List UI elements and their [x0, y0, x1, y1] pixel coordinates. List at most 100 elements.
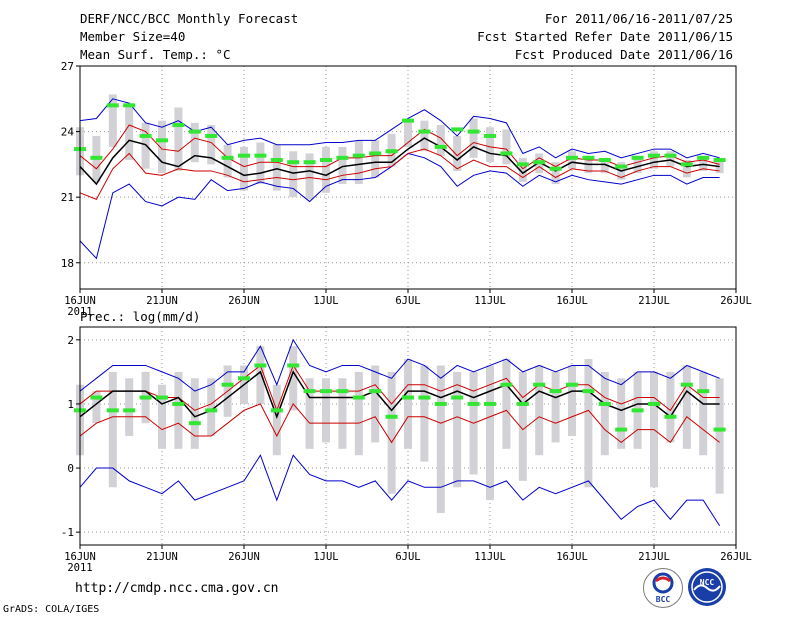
- chart0-box: [404, 118, 412, 147]
- chart0-median-mark: [697, 155, 710, 160]
- chart0-median-mark: [582, 155, 595, 160]
- chart0-box: [256, 142, 265, 185]
- chart0-box: [584, 157, 593, 174]
- chart0-box: [174, 107, 183, 171]
- chart1-plus-sd-line: [79, 364, 720, 412]
- chart1-mean-line: [79, 370, 720, 419]
- produced-date: Fcst Produced Date 2011/06/16: [514, 47, 733, 62]
- chart1-xtick-label: 21JUN: [146, 551, 178, 563]
- chart1-median-mark: [713, 427, 726, 432]
- chart1-median-mark: [320, 389, 332, 394]
- chart1-median-mark: [680, 382, 693, 387]
- chart0-median-mark: [402, 118, 414, 123]
- chart1-box: [715, 378, 724, 494]
- chart1-median-mark: [156, 395, 168, 400]
- chart0-median-mark: [615, 164, 628, 169]
- chart0-box: [453, 135, 462, 171]
- chart0-median-mark: [139, 133, 152, 138]
- chart1-box: [305, 378, 314, 449]
- chart1-minus-sd-line: [79, 403, 720, 444]
- variable-label: Mean Surf. Temp.: °C: [80, 47, 231, 62]
- chart1-box: [699, 371, 708, 456]
- chart1-box: [322, 378, 330, 443]
- chart0-median-mark: [106, 103, 119, 108]
- chart1-median-mark: [369, 389, 382, 394]
- chart0-box: [420, 120, 429, 152]
- chart0-box: [240, 146, 248, 191]
- chart0-median-mark: [205, 133, 218, 138]
- bcc-logo: BCC: [643, 568, 683, 608]
- chart0-xtick-label: 21JUN: [146, 295, 178, 307]
- chart1-median-mark: [172, 401, 185, 406]
- chart1-median-mark: [566, 382, 578, 387]
- chart0-xtick-label: 6JUL: [395, 295, 420, 307]
- chart1-median-mark: [598, 401, 611, 406]
- chart1-median-mark: [631, 408, 644, 413]
- chart0-box: [682, 160, 691, 178]
- chart0-box: [699, 155, 708, 171]
- chart1-xtick-label: 1JUL: [313, 551, 338, 563]
- chart1-median-mark: [434, 401, 447, 406]
- chart1-box: [338, 378, 347, 449]
- chart0-frame: [79, 65, 737, 290]
- chart1-box: [125, 378, 134, 436]
- chart0-box: [158, 120, 166, 174]
- chart0-median-mark: [320, 158, 332, 163]
- chart0-median-mark: [336, 155, 349, 160]
- chart0-median-mark: [221, 155, 234, 160]
- chart1-median-mark: [418, 395, 431, 400]
- chart0-ytick-label: 18: [61, 257, 74, 270]
- chart1-box: [190, 378, 199, 449]
- chart0-median-mark: [713, 158, 726, 163]
- chart0-median-mark: [156, 138, 168, 143]
- chart1-box: [666, 371, 675, 443]
- chart0-xtick-label: 26JUN: [228, 295, 260, 307]
- member-size: Member Size=40: [80, 29, 186, 44]
- chart1-box: [486, 365, 494, 501]
- chart0-median-mark: [516, 162, 529, 167]
- chart1-median-mark: [402, 395, 414, 400]
- chart1-box: [92, 391, 101, 424]
- chart1-xtick-label: 6JUL: [395, 551, 420, 563]
- chart0-box: [469, 118, 478, 158]
- chart0-median-mark: [254, 153, 267, 158]
- chart0-box: [354, 140, 363, 185]
- forecast-period: For 2011/06/16-2011/07/25: [544, 11, 733, 26]
- chart1-box: [207, 378, 216, 436]
- chart1-median-mark: [221, 382, 234, 387]
- chart1-box: [158, 384, 166, 449]
- chart0-median-mark: [90, 155, 103, 160]
- chart1-lower-bound-line: [79, 454, 721, 527]
- chart1-box: [535, 365, 544, 456]
- chart0-xtick-label: 1JUL: [313, 295, 338, 307]
- chart1-median-mark: [106, 408, 119, 413]
- chart1-box: [682, 365, 691, 449]
- chart0-box: [190, 122, 199, 163]
- chart1-median-mark: [123, 408, 136, 413]
- chart0-ytick-label: 27: [61, 60, 74, 73]
- chart0-median-mark: [500, 151, 513, 156]
- chart1-ytick-label: 0: [67, 462, 74, 475]
- chart0-box: [436, 125, 445, 156]
- chart0-median-mark: [484, 133, 496, 138]
- chart0-box: [207, 125, 216, 165]
- chart1-box: [436, 365, 445, 513]
- chart1-box: [354, 371, 363, 456]
- chart1-box: [568, 365, 576, 436]
- chart0-median-mark: [549, 166, 562, 171]
- source-url[interactable]: http://cmdp.ncc.cma.gov.cn: [75, 581, 279, 596]
- chart0-box: [551, 162, 560, 185]
- chart1-median-mark: [549, 389, 562, 394]
- chart0-median-mark: [123, 103, 136, 108]
- chart1-median-mark: [90, 395, 103, 400]
- chart1-median-mark: [451, 395, 464, 400]
- chart0-box: [568, 151, 576, 169]
- chart0-median-mark: [172, 123, 185, 128]
- chart0-median-mark: [385, 149, 398, 154]
- chart0-xtick-label: 26JUL: [720, 295, 752, 307]
- chart1-median-mark: [188, 421, 201, 426]
- chart1-median-mark: [516, 401, 529, 406]
- chart1-median-mark: [303, 389, 316, 394]
- chart0-plus-sd-line: [79, 124, 720, 170]
